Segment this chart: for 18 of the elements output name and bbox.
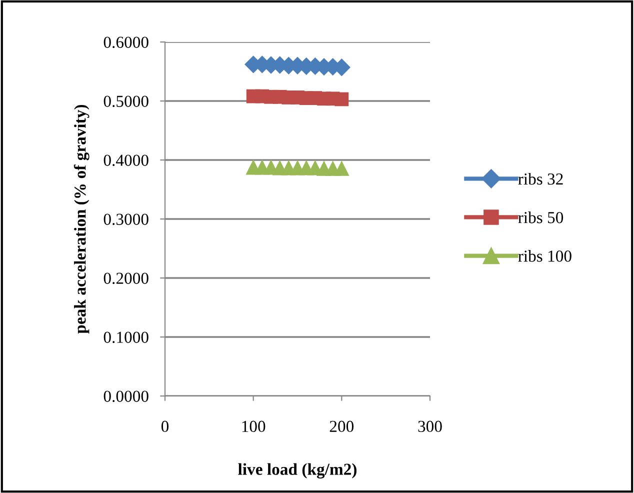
y-tick-label: 0.6000 — [104, 36, 148, 48]
point — [334, 160, 350, 176]
legend-label: ribs 32 — [518, 172, 563, 185]
legend-label: ribs 100 — [518, 250, 572, 262]
y-tick-label: 0.4000 — [104, 154, 148, 166]
x-tick-label: 300 — [418, 420, 442, 432]
y-tick-label: 0.2000 — [104, 272, 148, 284]
x-axis-title: live load (kg/m2) — [238, 463, 356, 478]
point — [334, 92, 349, 106]
legend-label: ribs 50 — [518, 211, 564, 224]
y-tick-label: 0.1000 — [104, 332, 148, 344]
y-tick-label: 0.0000 — [104, 390, 148, 402]
y-axis-title: peak acceleration (% of gravity) — [74, 104, 90, 334]
y-tick-label: 0.5000 — [104, 96, 148, 108]
x-tick-label: 100 — [242, 420, 266, 432]
x-tick-label: 0 — [161, 420, 169, 432]
x-tick-label: 200 — [330, 420, 354, 432]
y-tick-label: 0.3000 — [104, 214, 148, 226]
